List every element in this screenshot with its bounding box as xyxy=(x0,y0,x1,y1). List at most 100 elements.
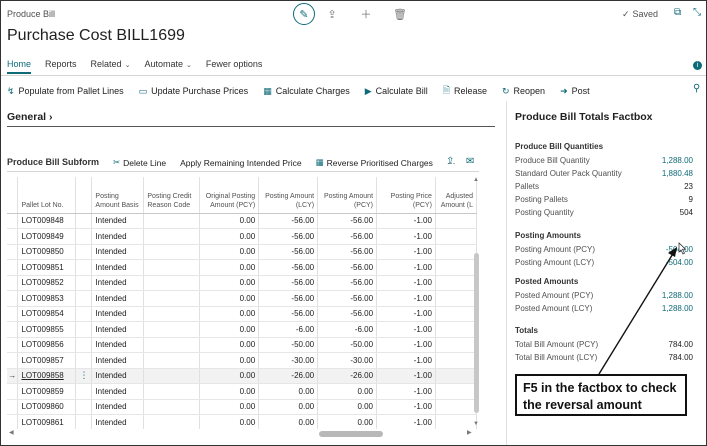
pallet-lot-cell[interactable]: LOT009857 xyxy=(17,352,77,369)
original-amount-cell[interactable]: 0.00 xyxy=(199,399,260,415)
original-amount-cell[interactable]: 0.00 xyxy=(199,244,260,260)
amount-lcy-cell[interactable]: 0.00 xyxy=(258,414,319,429)
scroll-up-icon[interactable]: ▲ xyxy=(473,177,479,183)
table-row[interactable]: LOT009854 Intended 0.00 -56.00 -56.00 -1.00 xyxy=(7,306,477,322)
tab-fewer-options[interactable]: Fewer options xyxy=(205,59,263,69)
adjusted-amount-cell[interactable] xyxy=(435,244,477,260)
original-amount-cell[interactable]: 0.00 xyxy=(199,213,260,229)
reason-code-cell[interactable] xyxy=(143,259,201,276)
tab-related[interactable]: Related ⌄ xyxy=(90,59,131,69)
tab-reports[interactable]: Reports xyxy=(45,59,77,69)
pallet-lot-cell[interactable]: LOT009848 xyxy=(17,213,77,229)
table-row[interactable]: LOT009851 Intended 0.00 -56.00 -56.00 -1.00 xyxy=(7,259,477,276)
posting-basis-cell[interactable]: Intended xyxy=(91,399,145,415)
table-row[interactable]: LOT009852 Intended 0.00 -56.00 -56.00 -1.00 xyxy=(7,275,477,291)
amount-pcy-cell[interactable]: -56.00 xyxy=(317,275,378,291)
factbox-value[interactable]: -504.00 xyxy=(665,258,693,267)
amount-lcy-cell[interactable]: -56.00 xyxy=(258,259,319,276)
amount-lcy-cell[interactable]: -30.00 xyxy=(258,352,319,369)
adjusted-amount-cell[interactable] xyxy=(435,337,477,353)
factbox-value[interactable]: 1,288.00 xyxy=(661,291,693,300)
amount-lcy-cell[interactable]: -26.00 xyxy=(258,368,319,384)
factbox-value[interactable]: 1,880.48 xyxy=(661,169,693,178)
adjusted-amount-cell[interactable] xyxy=(435,414,477,429)
reason-code-cell[interactable] xyxy=(143,383,201,400)
reverse-prioritised-charges-button[interactable]: ▦ Reverse Prioritised Charges xyxy=(315,157,433,168)
adjusted-amount-cell[interactable] xyxy=(435,306,477,322)
original-amount-cell[interactable]: 0.00 xyxy=(199,228,260,245)
posting-basis-cell[interactable]: Intended xyxy=(91,306,145,322)
reason-code-cell[interactable] xyxy=(143,414,201,429)
posting-price-cell[interactable]: -1.00 xyxy=(376,213,436,229)
update-purchase-prices-button[interactable]: ▭ Update Purchase Prices xyxy=(138,85,249,97)
column-header[interactable]: Posting Price (PCY) xyxy=(376,177,436,214)
row-menu-cell[interactable] xyxy=(75,228,93,245)
reason-code-cell[interactable] xyxy=(143,213,201,229)
posting-price-cell[interactable]: -1.00 xyxy=(376,337,436,353)
reason-code-cell[interactable] xyxy=(143,290,201,307)
adjusted-amount-cell[interactable] xyxy=(435,228,477,245)
posting-price-cell[interactable]: -1.00 xyxy=(376,383,436,400)
reason-code-cell[interactable] xyxy=(143,244,201,260)
posting-price-cell[interactable]: -1.00 xyxy=(376,321,436,338)
delete-line-button[interactable]: ✂ Delete Line xyxy=(113,157,167,168)
posting-basis-cell[interactable]: Intended xyxy=(91,213,145,229)
amount-lcy-cell[interactable]: -6.00 xyxy=(258,321,319,338)
pallet-lot-cell[interactable]: LOT009850 xyxy=(17,244,77,260)
mail-icon[interactable]: ✉ xyxy=(466,156,475,167)
pallet-lot-cell[interactable]: LOT009858 xyxy=(17,368,77,384)
amount-pcy-cell[interactable]: -56.00 xyxy=(317,228,378,245)
info-icon[interactable]: i xyxy=(693,61,702,70)
horizontal-scrollbar[interactable] xyxy=(319,431,383,437)
reason-code-cell[interactable] xyxy=(143,275,201,291)
amount-pcy-cell[interactable]: -26.00 xyxy=(317,368,378,384)
reason-code-cell[interactable] xyxy=(143,368,201,384)
posting-basis-cell[interactable]: Intended xyxy=(91,414,145,429)
pallet-lot-cell[interactable]: LOT009861 xyxy=(17,414,77,429)
more-options-button[interactable]: ··· xyxy=(446,157,456,168)
amount-lcy-cell[interactable]: 0.00 xyxy=(258,399,319,415)
table-row[interactable]: → LOT009858 ⋮ Intended 0.00 -26.00 -26.00 -1.00 xyxy=(7,368,477,384)
amount-pcy-cell[interactable]: -56.00 xyxy=(317,213,378,229)
amount-lcy-cell[interactable]: -56.00 xyxy=(258,275,319,291)
open-new-window-icon[interactable]: ⧉ xyxy=(674,7,682,18)
amount-pcy-cell[interactable]: 0.00 xyxy=(317,399,378,415)
row-menu-cell[interactable] xyxy=(75,213,93,229)
pallet-lot-cell[interactable]: LOT009860 xyxy=(17,399,77,415)
reason-code-cell[interactable] xyxy=(143,352,201,369)
table-row[interactable]: LOT009861 Intended 0.00 0.00 0.00 -1.00 xyxy=(7,414,477,429)
adjusted-amount-cell[interactable] xyxy=(435,290,477,307)
posting-basis-cell[interactable]: Intended xyxy=(91,321,145,338)
posting-price-cell[interactable]: -1.00 xyxy=(376,244,436,260)
release-button[interactable]: 🗎 Release xyxy=(443,83,487,99)
reason-code-cell[interactable] xyxy=(143,399,201,415)
table-row[interactable]: LOT009859 Intended 0.00 0.00 0.00 -1.00 xyxy=(7,383,477,400)
vertical-scrollbar[interactable] xyxy=(474,253,479,413)
tab-home[interactable]: Home xyxy=(7,59,32,74)
posting-price-cell[interactable]: -1.00 xyxy=(376,399,436,415)
posting-price-cell[interactable]: -1.00 xyxy=(376,290,436,307)
original-amount-cell[interactable]: 0.00 xyxy=(199,414,260,429)
share-icon[interactable]: ⇪ xyxy=(327,8,337,21)
original-amount-cell[interactable]: 0.00 xyxy=(199,259,260,276)
amount-lcy-cell[interactable]: -56.00 xyxy=(258,244,319,260)
post-button[interactable]: ➜ Post xyxy=(560,85,590,97)
column-header[interactable]: Posting Amount Basis xyxy=(91,177,145,214)
reopen-button[interactable]: ↻ Reopen xyxy=(501,85,546,97)
calculate-bill-button[interactable]: ▶ Calculate Bill xyxy=(364,85,428,97)
pallet-lot-cell[interactable]: LOT009849 xyxy=(17,228,77,245)
posting-price-cell[interactable]: -1.00 xyxy=(376,275,436,291)
row-menu-cell[interactable] xyxy=(75,414,93,429)
adjusted-amount-cell[interactable] xyxy=(435,213,477,229)
original-amount-cell[interactable]: 0.00 xyxy=(199,321,260,338)
table-row[interactable]: LOT009856 Intended 0.00 -50.00 -50.00 -1.00 xyxy=(7,337,477,353)
amount-pcy-cell[interactable]: -6.00 xyxy=(317,321,378,338)
posting-basis-cell[interactable]: Intended xyxy=(91,290,145,307)
adjusted-amount-cell[interactable] xyxy=(435,368,477,384)
posting-price-cell[interactable]: -1.00 xyxy=(376,259,436,276)
amount-lcy-cell[interactable]: -56.00 xyxy=(258,306,319,322)
posting-basis-cell[interactable]: Intended xyxy=(91,337,145,353)
adjusted-amount-cell[interactable] xyxy=(435,321,477,338)
amount-pcy-cell[interactable]: -56.00 xyxy=(317,244,378,260)
amount-lcy-cell[interactable]: -56.00 xyxy=(258,213,319,229)
